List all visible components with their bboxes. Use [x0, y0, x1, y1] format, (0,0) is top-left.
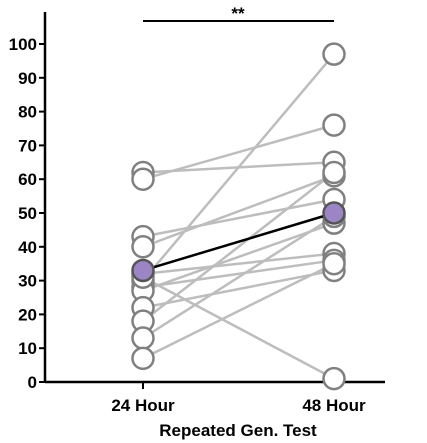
y-tick-label: 30 [18, 272, 37, 291]
x-axis-title: Repeated Gen. Test [159, 421, 317, 440]
data-points-layer [131, 42, 346, 391]
data-point [322, 366, 346, 391]
labels-layer: ** Repeated Gen. Test [159, 4, 317, 440]
pair-line [142, 276, 335, 380]
data-point [131, 235, 155, 259]
y-tick-label: 100 [9, 35, 37, 54]
y-tick-label: 90 [18, 69, 37, 88]
axes-layer: 0 10 20 30 40 50 60 70 80 90 100 24 Hour 48 Hour [9, 12, 385, 415]
pair-line [142, 269, 335, 309]
data-point [131, 326, 155, 350]
pair-line [142, 174, 335, 248]
y-tick-label: 0 [28, 373, 37, 392]
pair-line [142, 259, 335, 289]
pair-lines-layer [142, 53, 335, 380]
x-tick-label: 24 Hour [111, 396, 175, 415]
pair-line [142, 198, 335, 238]
pair-line [142, 171, 335, 323]
data-point [322, 160, 346, 185]
significance-label: ** [231, 4, 245, 23]
data-point [322, 42, 346, 66]
y-tick-label: 40 [18, 238, 37, 257]
y-tick-label: 80 [18, 103, 37, 122]
pair-line [142, 252, 335, 276]
mean-layer [131, 201, 346, 283]
data-point [131, 167, 155, 191]
pair-line [142, 215, 335, 340]
y-tick-label: 60 [18, 170, 37, 189]
y-tick-label: 50 [18, 204, 37, 223]
pair-line [142, 262, 335, 360]
y-tick-label: 20 [18, 305, 37, 324]
pair-line [142, 221, 335, 292]
mean-point [322, 201, 346, 225]
data-point [322, 251, 346, 276]
pair-line [142, 53, 335, 282]
x-tick-label: 48 Hour [302, 396, 366, 415]
pair-line [142, 123, 335, 181]
y-tick-label: 10 [18, 339, 37, 358]
mean-point [131, 258, 155, 283]
y-tick-label: 70 [18, 136, 37, 155]
mean-line [142, 211, 335, 272]
data-point [131, 346, 155, 371]
data-point [322, 113, 346, 137]
